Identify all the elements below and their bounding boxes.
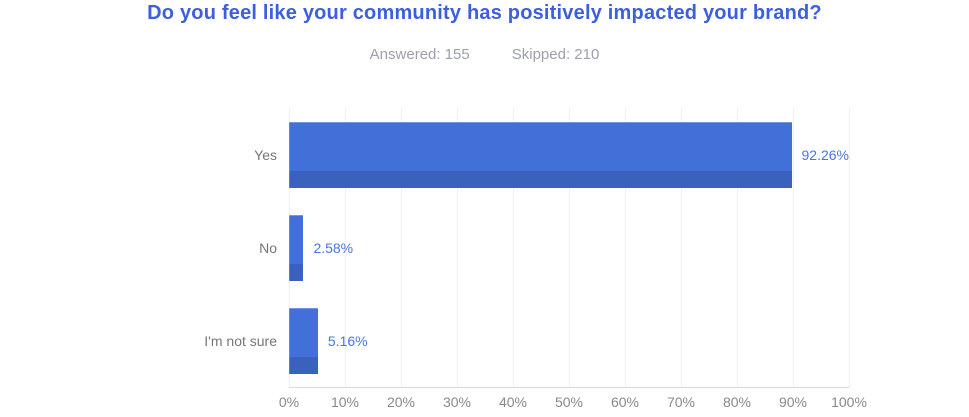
gridline — [569, 108, 570, 388]
bar-row: I'm not sure 5.16% — [204, 308, 849, 374]
bar-im-not-sure — [289, 308, 318, 374]
gridline — [625, 108, 626, 388]
category-label: Yes — [254, 147, 277, 163]
x-axis-tick-label: 0% — [278, 394, 300, 410]
x-axis-tick-label: 60% — [610, 394, 640, 410]
bar-row: No 2.58% — [259, 215, 849, 281]
category-label: No — [259, 240, 277, 256]
x-axis-tick-labels: 0% 10% 20% 30% 40% 50% 60% 70% 80% 90% 100% — [279, 394, 867, 414]
x-axis-tick-label: 10% — [330, 394, 360, 410]
x-axis-tick-label: 40% — [498, 394, 528, 410]
skipped-count: Skipped: 210 — [511, 46, 600, 63]
x-axis-tick-label: 90% — [778, 394, 808, 410]
gridline — [457, 108, 458, 388]
x-axis-tick-label: 80% — [722, 394, 752, 410]
question-title: Do you feel like your community has posi… — [147, 2, 822, 24]
gridline — [345, 108, 346, 388]
x-axis-tick-label: 50% — [554, 394, 584, 410]
response-stats: Answered: 155 Skipped: 210 — [0, 46, 969, 63]
category-label: I'm not sure — [204, 333, 277, 349]
gridline — [681, 108, 682, 388]
x-axis-tick-label: 30% — [442, 394, 472, 410]
x-axis-tick-label: 70% — [666, 394, 696, 410]
answered-count: Answered: 155 — [369, 46, 470, 63]
x-axis-line — [289, 387, 849, 388]
gridline — [737, 108, 738, 388]
gridline — [793, 108, 794, 388]
x-axis-tick-label: 20% — [386, 394, 416, 410]
bar-yes — [289, 122, 792, 188]
gridline — [513, 108, 514, 388]
value-label: 5.16% — [327, 333, 368, 349]
gridline — [401, 108, 402, 388]
value-label: 2.58% — [313, 240, 354, 256]
gridline — [849, 108, 850, 388]
bar-no — [289, 215, 304, 281]
x-axis-tick-label: 100% — [831, 394, 867, 410]
value-label: 92.26% — [801, 147, 849, 163]
bar-row: Yes 92.26% — [254, 122, 849, 188]
bar-chart-plot-area: Yes 92.26% No 2.58% I'm not sure 5.16% 0… — [204, 108, 867, 410]
